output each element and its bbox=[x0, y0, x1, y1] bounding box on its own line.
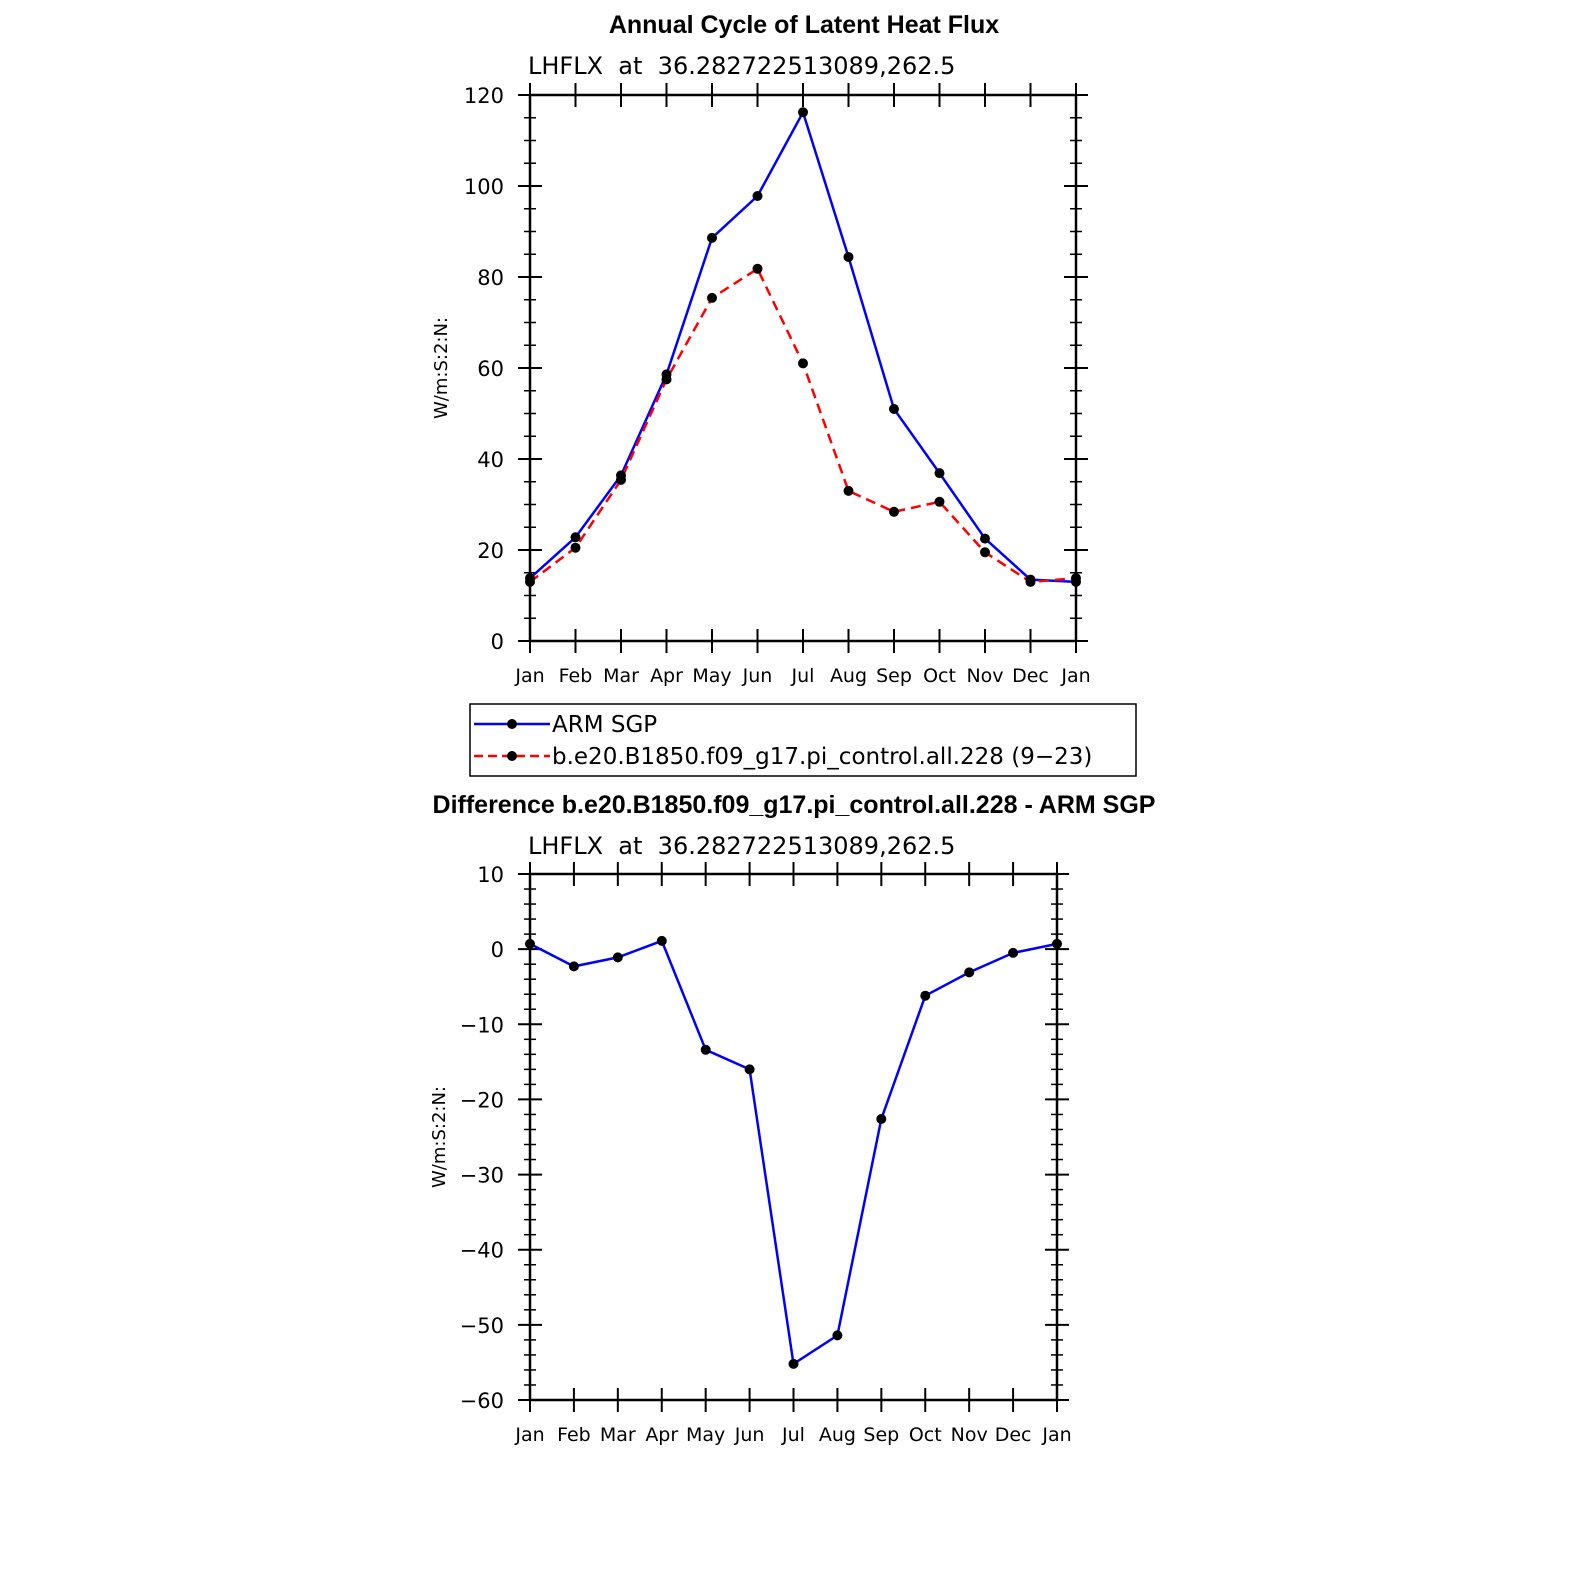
y-axis-label: W/m:S:2:N: bbox=[429, 1086, 450, 1188]
x-tick-label: Dec bbox=[995, 1424, 1032, 1446]
data-point bbox=[568, 961, 579, 972]
x-tick-label: Aug bbox=[830, 665, 867, 687]
data-point bbox=[707, 232, 717, 243]
chart-title: Difference b.e20.B1850.f09_g17.pi_contro… bbox=[433, 791, 1156, 819]
data-point bbox=[612, 952, 623, 963]
x-tick-label: Oct bbox=[909, 1424, 942, 1446]
y-tick-label: 0 bbox=[491, 938, 504, 962]
legend-entry-arm-sgp: ARM SGP bbox=[474, 712, 657, 738]
legend-label: ARM SGP bbox=[552, 712, 657, 738]
series-points bbox=[525, 935, 1062, 1369]
x-tick-label: Mar bbox=[600, 1424, 636, 1446]
x-tick-label: Jan bbox=[1060, 665, 1090, 687]
data-point bbox=[752, 263, 763, 274]
x-tick-label: Feb bbox=[559, 665, 593, 687]
y-tick-label: 10 bbox=[477, 863, 504, 887]
y-tick-label: 40 bbox=[477, 448, 504, 472]
x-tick-label: Jan bbox=[1041, 1424, 1071, 1446]
data-point bbox=[832, 1330, 843, 1341]
data-point bbox=[964, 967, 975, 978]
legend-label: b.e20.B1850.f09_g17.pi_control.all.228 (… bbox=[552, 744, 1092, 770]
legend-frame bbox=[469, 703, 1137, 777]
data-point bbox=[744, 1064, 755, 1075]
y-tick-label: −40 bbox=[460, 1239, 504, 1263]
axis-ticks: −60 −50 −40 −30 −20 −10 0 10 Jan Feb Mar Apr May Jun J… bbox=[460, 862, 1072, 1446]
data-point bbox=[1008, 947, 1019, 958]
data-point bbox=[843, 252, 854, 262]
plot-frame bbox=[528, 872, 1059, 1402]
annual-cycle-chart: Annual Cycle of Latent Heat Flux LHFLX a… bbox=[431, 11, 1091, 687]
data-point bbox=[889, 506, 899, 517]
chart-title: Annual Cycle of Latent Heat Flux bbox=[609, 11, 999, 39]
x-tick-label: Jul bbox=[791, 665, 815, 687]
x-tick-label: Apr bbox=[645, 1424, 678, 1446]
x-tick-label: Jun bbox=[734, 1424, 765, 1446]
data-point bbox=[934, 496, 945, 507]
data-point bbox=[570, 532, 581, 543]
data-point bbox=[889, 404, 899, 414]
y-tick-label: −20 bbox=[460, 1088, 504, 1112]
data-point bbox=[980, 547, 990, 558]
data-point bbox=[661, 374, 672, 385]
y-tick-label: −10 bbox=[460, 1013, 504, 1037]
data-point bbox=[934, 468, 945, 479]
y-tick-label: −60 bbox=[460, 1389, 504, 1413]
y-axis-label: W/m:S:2:N: bbox=[431, 317, 452, 419]
chart-subtitle: LHFLX at 36.282722513089,262.5 bbox=[528, 832, 955, 860]
y-tick-label: −50 bbox=[460, 1314, 504, 1338]
data-point bbox=[656, 935, 667, 946]
data-point bbox=[1025, 576, 1036, 587]
series-lines bbox=[529, 939, 1058, 1367]
data-point bbox=[570, 542, 581, 553]
data-point bbox=[798, 107, 808, 118]
x-tick-label: May bbox=[686, 1424, 725, 1446]
x-tick-label: Mar bbox=[603, 665, 639, 687]
legend: ARM SGP b.e20.B1850.f09_g17.pi_control.a… bbox=[469, 703, 1137, 777]
chart-subtitle: LHFLX at 36.282722513089,262.5 bbox=[528, 52, 955, 80]
legend-marker bbox=[507, 719, 517, 729]
x-tick-label: Feb bbox=[557, 1424, 591, 1446]
data-point bbox=[876, 1114, 887, 1124]
data-point bbox=[788, 1358, 799, 1369]
y-tick-label: 120 bbox=[464, 84, 504, 108]
x-tick-label: Sep bbox=[863, 1424, 899, 1446]
y-tick-label: 80 bbox=[477, 266, 504, 290]
data-point bbox=[616, 474, 626, 485]
x-tick-label: Nov bbox=[951, 1424, 988, 1446]
x-tick-label: Jun bbox=[742, 665, 773, 687]
x-tick-label: May bbox=[692, 665, 731, 687]
x-tick-label: Nov bbox=[966, 665, 1003, 687]
axis-ticks: 0 20 40 60 80 100 120 Jan Feb Mar Apr May Jun Jul Aug S… bbox=[464, 83, 1091, 687]
y-tick-label: 100 bbox=[464, 175, 504, 199]
data-point bbox=[980, 533, 990, 544]
x-tick-label: Jul bbox=[781, 1424, 805, 1446]
x-tick-label: Aug bbox=[819, 1424, 856, 1446]
series-points bbox=[525, 107, 1081, 587]
series-line-0 bbox=[529, 939, 1058, 1367]
x-tick-label: Dec bbox=[1012, 665, 1049, 687]
legend-entry-model: b.e20.B1850.f09_g17.pi_control.all.228 (… bbox=[474, 744, 1092, 770]
x-tick-label: Jan bbox=[514, 1424, 544, 1446]
series-line-1 bbox=[529, 266, 1077, 584]
data-point bbox=[752, 191, 763, 201]
y-tick-label: 20 bbox=[477, 539, 504, 563]
x-tick-label: Oct bbox=[923, 665, 956, 687]
x-tick-label: Sep bbox=[876, 665, 912, 687]
plot-frame bbox=[528, 93, 1078, 643]
legend-marker bbox=[507, 751, 517, 761]
series-lines bbox=[529, 109, 1077, 584]
data-point bbox=[920, 990, 931, 1001]
x-tick-label: Apr bbox=[650, 665, 683, 687]
y-tick-label: −30 bbox=[460, 1164, 504, 1188]
x-tick-label: Jan bbox=[514, 665, 544, 687]
data-point bbox=[798, 358, 808, 369]
data-point bbox=[700, 1044, 711, 1055]
data-point bbox=[843, 485, 854, 496]
series-line-0 bbox=[529, 109, 1077, 584]
y-tick-label: 60 bbox=[477, 357, 504, 381]
difference-chart: Difference b.e20.B1850.f09_g17.pi_contro… bbox=[429, 791, 1155, 1446]
y-tick-label: 0 bbox=[491, 630, 504, 654]
data-point bbox=[707, 292, 717, 303]
